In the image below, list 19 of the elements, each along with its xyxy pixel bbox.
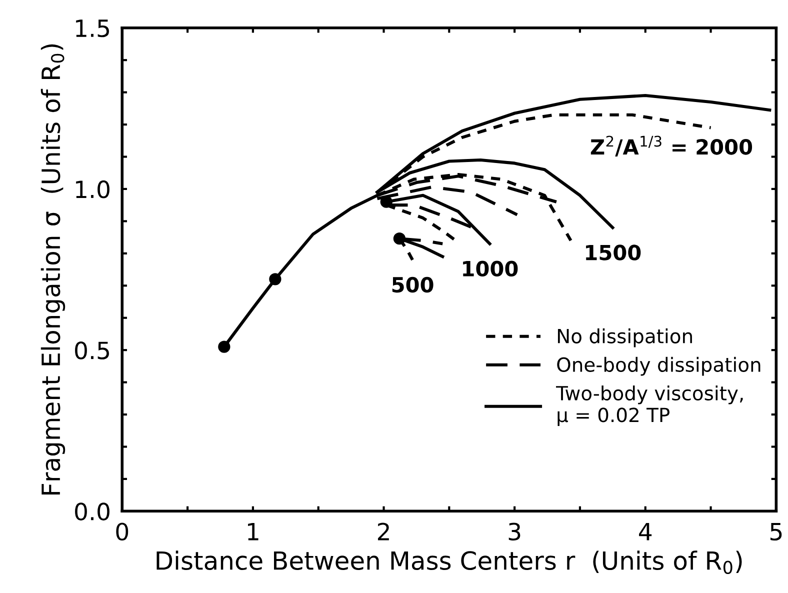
x-axis-title: Distance Between Mass Centers r (Units of R$_{0}$) — [156, 550, 742, 574]
y-tick-label: 0.5 — [75, 342, 109, 360]
x-tick-label: 0 — [116, 522, 128, 541]
x-tick-label: 4 — [639, 523, 652, 540]
annotation: 1000 — [463, 260, 518, 277]
y-axis-title: Fragment Elongation σ (Units of R$_{0}$) — [40, 44, 66, 494]
y-tick-label: 1.0 — [76, 180, 110, 198]
x-tick-label: 1 — [248, 523, 258, 540]
annotation: 500 — [392, 276, 434, 293]
legend-label: One-body dissipation — [557, 356, 760, 376]
legend-label: Two-body viscosity, μ = 0.02 TP — [556, 385, 743, 426]
y-tick-label: 0.0 — [75, 502, 110, 520]
legend-label: No dissipation — [558, 328, 692, 348]
x-tick-label: 2 — [378, 522, 389, 540]
y-tick-label: 1.5 — [76, 20, 109, 38]
x-tick-label: 3 — [508, 522, 520, 541]
annotation: Z$^{2}$/A$^{1/3}$ = 2000 — [590, 136, 752, 156]
annotation: 1500 — [586, 244, 641, 260]
x-tick-label: 5 — [770, 523, 782, 541]
